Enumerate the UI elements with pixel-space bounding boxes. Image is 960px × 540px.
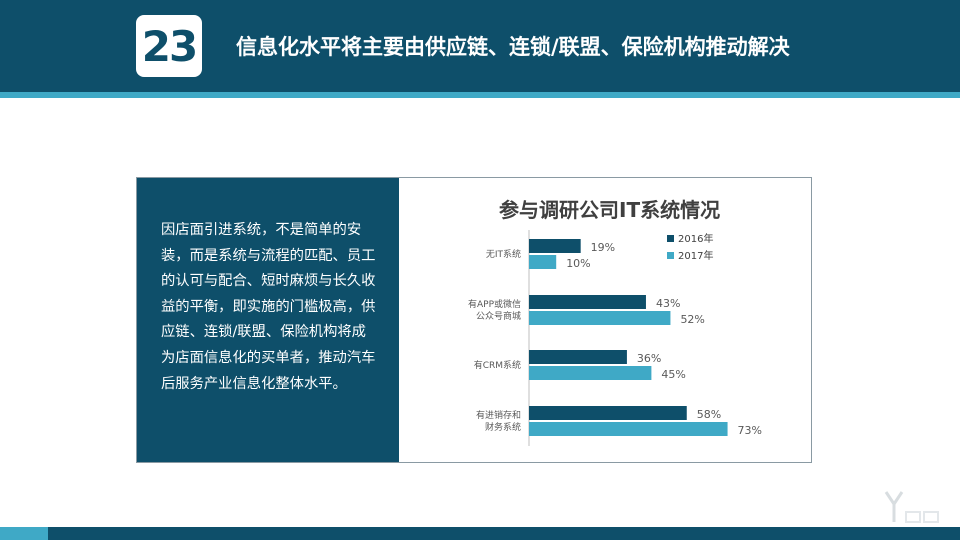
data-label: 73% <box>738 424 762 437</box>
bar-2017 <box>529 255 557 269</box>
category-label: 有CRM系统 <box>474 359 521 371</box>
data-label: 52% <box>680 313 704 326</box>
data-label: 10% <box>566 257 590 270</box>
chart-area: 参与调研公司IT系统情况 无IT系统 19% 10% 有APP或微信公众号商城 43% 5… <box>399 178 811 462</box>
slide-number-badge: 23 <box>136 15 202 77</box>
watermark-logo-icon <box>884 491 939 523</box>
slide-number: 23 <box>141 21 198 71</box>
data-label: 58% <box>697 408 721 421</box>
legend-swatch <box>667 235 674 242</box>
bar-2016 <box>529 295 646 309</box>
data-label: 45% <box>661 368 685 381</box>
bar-chart: 无IT系统 19%10% 有APP或微信公众号商城 43%52% 有CRM系统 36%45… <box>468 230 762 446</box>
legend-label: 2017年 <box>678 249 713 262</box>
header-stripe <box>0 92 960 98</box>
chart-title: 参与调研公司IT系统情况 <box>499 198 721 222</box>
data-label: 19% <box>591 241 615 254</box>
content-panel: 因店面引进系统，不是简单的安装，而是系统与流程的匹配、员工的认可与配合、短时麻烦… <box>136 177 812 463</box>
category-label: 有进销存和财务系统 <box>476 409 521 433</box>
bar-2017 <box>529 311 671 325</box>
legend-label: 2016年 <box>678 232 713 245</box>
body-text: 因店面引进系统，不是简单的安装，而是系统与流程的匹配、员工的认可与配合、短时麻烦… <box>161 222 376 392</box>
bar-2017 <box>529 422 728 436</box>
text-box: 因店面引进系统，不是简单的安装，而是系统与流程的匹配、员工的认可与配合、短时麻烦… <box>137 178 399 462</box>
category-label: 无IT系统 <box>486 248 521 260</box>
legend-swatch <box>667 252 674 259</box>
bar-2016 <box>529 406 687 420</box>
footer-accent <box>0 527 48 540</box>
footer-bar <box>0 527 960 540</box>
bar-2016 <box>529 350 627 364</box>
data-label: 36% <box>637 352 661 365</box>
data-label: 43% <box>656 297 680 310</box>
bar-2017 <box>529 366 652 380</box>
bar-2016 <box>529 239 581 253</box>
category-label: 有APP或微信公众号商城 <box>468 298 521 322</box>
page-title: 信息化水平将主要由供应链、连锁/联盟、保险机构推动解决 <box>236 35 790 59</box>
